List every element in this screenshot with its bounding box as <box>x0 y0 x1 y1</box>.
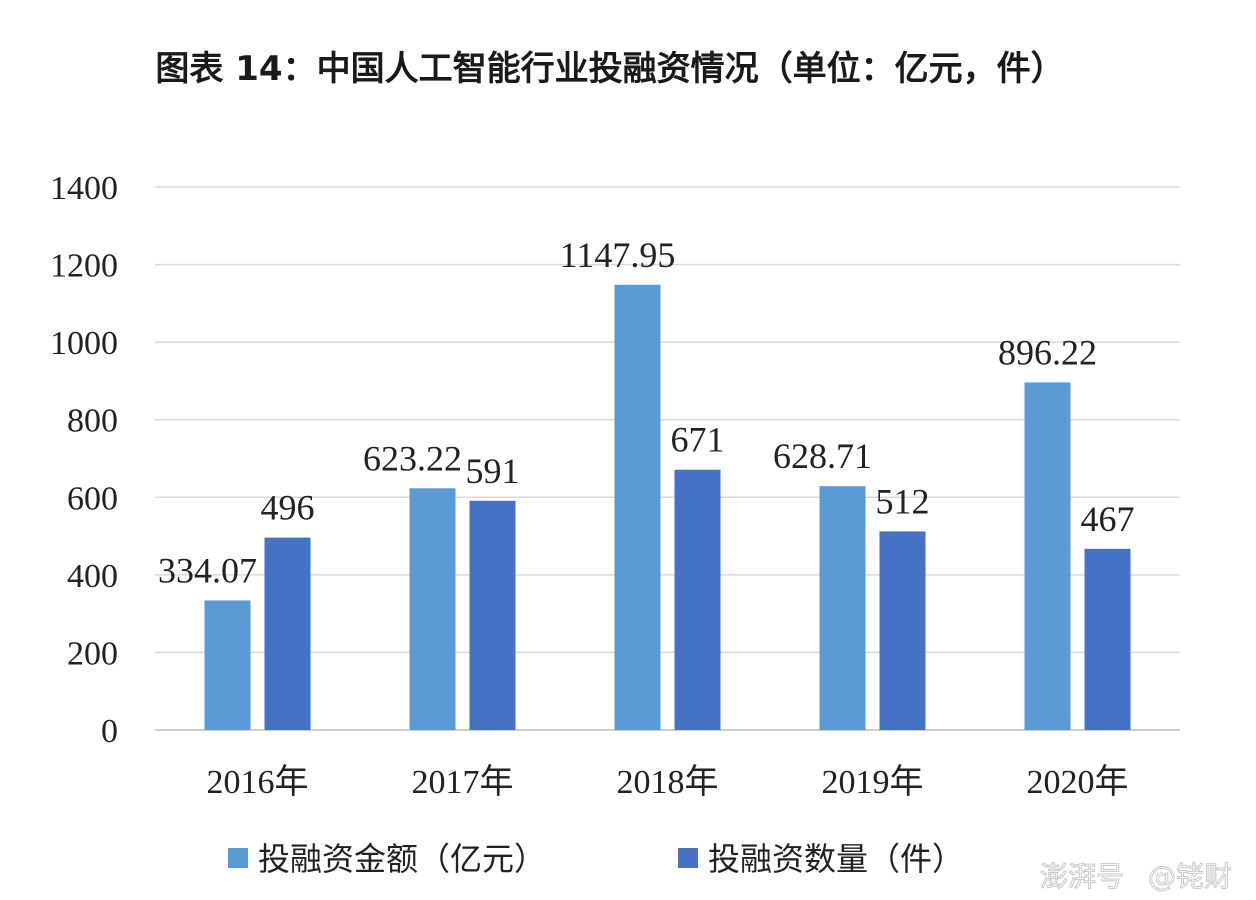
watermark: 澎湃号 @铑财 <box>1040 860 1233 894</box>
bar-count <box>879 531 926 730</box>
x-axis-categories: 2016年 2017年 2018年 2019年 2020年 <box>207 763 1129 801</box>
data-label: 671 <box>671 420 725 460</box>
bar-count <box>1084 548 1131 730</box>
bar-amount <box>819 486 866 730</box>
data-label: 896.22 <box>998 332 1097 372</box>
data-label: 1147.95 <box>560 235 676 275</box>
y-tick-label: 1000 <box>50 325 118 362</box>
y-tick-label: 400 <box>67 558 118 595</box>
legend-swatch <box>228 848 248 868</box>
bar-amount <box>204 600 251 730</box>
data-label: 628.71 <box>773 436 872 476</box>
y-tick-label: 1400 <box>50 170 118 207</box>
bar-count <box>674 469 721 730</box>
data-label: 467 <box>1081 499 1135 539</box>
x-category-label: 2018年 <box>617 763 719 801</box>
x-category-label: 2019年 <box>822 763 924 801</box>
watermark-left: 澎湃号 <box>1040 860 1124 893</box>
watermark-right: @铑财 <box>1148 860 1232 893</box>
data-label: 512 <box>876 481 930 521</box>
y-tick-label: 0 <box>101 713 118 750</box>
bars <box>204 284 1131 730</box>
chart-title: 图表 14：中国人工智能行业投融资情况（单位：亿元，件） <box>155 49 1064 89</box>
bar-amount <box>614 284 661 730</box>
bar-amount <box>409 488 456 730</box>
data-label: 623.22 <box>363 438 462 478</box>
x-category-label: 2016年 <box>207 763 309 801</box>
bar-count <box>469 500 516 730</box>
legend-swatch <box>678 848 698 868</box>
y-tick-label: 1200 <box>50 248 118 285</box>
x-category-label: 2020年 <box>1027 763 1129 801</box>
legend: 投融资金额（亿元） 投融资数量（件） <box>228 840 964 878</box>
y-tick-label: 600 <box>67 480 118 517</box>
legend-label: 投融资数量（件） <box>708 840 964 878</box>
y-axis-ticks: 0 200 400 600 800 1000 1200 1400 <box>50 170 118 750</box>
bar-count <box>264 537 311 730</box>
data-label: 334.07 <box>158 550 257 590</box>
grid-lines <box>155 186 1180 731</box>
data-label: 496 <box>261 488 315 528</box>
y-tick-label: 200 <box>67 635 118 672</box>
bar-amount <box>1024 382 1071 730</box>
legend-label: 投融资金额（亿元） <box>258 840 546 878</box>
y-tick-label: 800 <box>67 403 118 440</box>
x-category-label: 2017年 <box>412 763 514 801</box>
data-label: 591 <box>466 451 520 491</box>
